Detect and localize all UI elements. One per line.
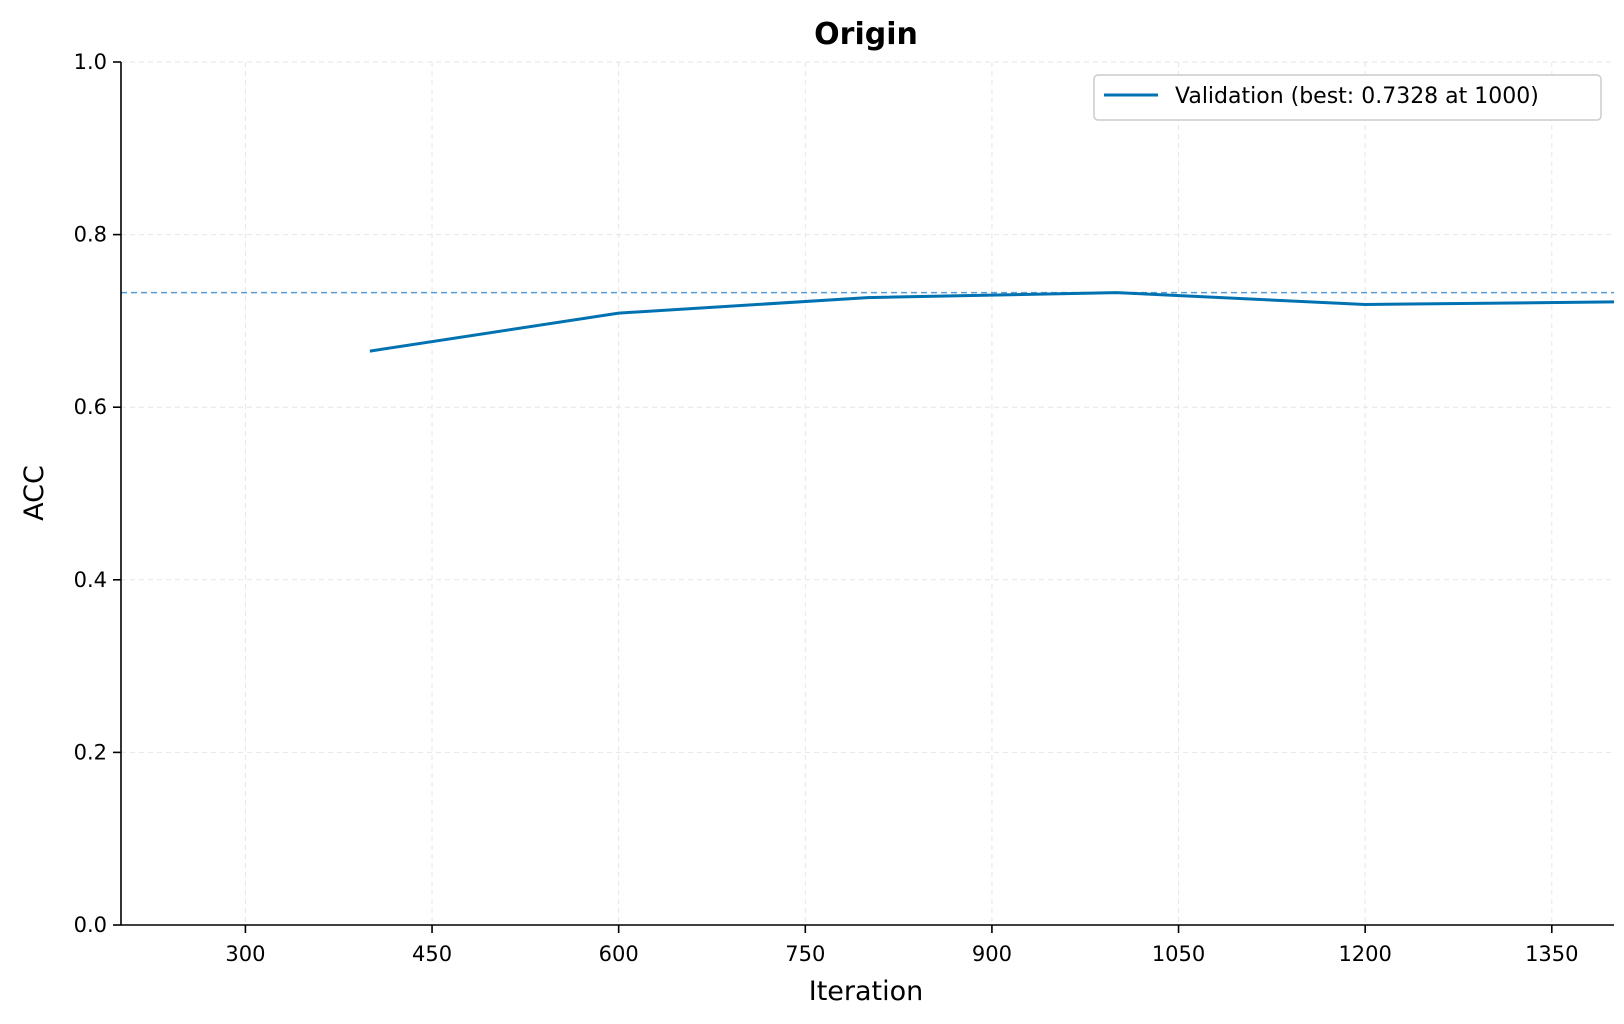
y-tick-label: 0.4: [74, 568, 107, 592]
legend: Validation (best: 0.7328 at 1000): [1093, 74, 1602, 121]
series-line-validation: [369, 291, 1615, 353]
x-tick-label: 1200: [1338, 942, 1391, 966]
x-tick-label: 1350: [1525, 942, 1578, 966]
ticks: 300 450 600 750 900 1050 1200 1350 0.0 0.2 0.4 0.6 0…: [74, 50, 1579, 966]
legend-label-validation: Validation (best: 0.7328 at 1000): [1175, 84, 1539, 109]
x-tick-label: 300: [225, 942, 265, 966]
legend-box: [1093, 74, 1602, 121]
x-tick-label: 1050: [1152, 942, 1205, 966]
x-tick-label: 450: [412, 942, 452, 966]
y-tick-label: 0.6: [74, 395, 107, 419]
y-axis-label: ACC: [19, 465, 50, 521]
x-tick-label: 750: [785, 942, 825, 966]
series-layer: [369, 291, 1615, 353]
y-tick-label: 0.2: [74, 740, 107, 764]
chart-title: Origin: [814, 17, 918, 52]
y-tick-label: 0.0: [74, 913, 107, 937]
y-tick-label: 1.0: [74, 50, 107, 74]
x-axis-label: Iteration: [809, 976, 924, 1007]
x-tick-label: 900: [972, 942, 1012, 966]
x-tick-label: 600: [599, 942, 639, 966]
y-tick-label: 0.8: [74, 223, 107, 247]
